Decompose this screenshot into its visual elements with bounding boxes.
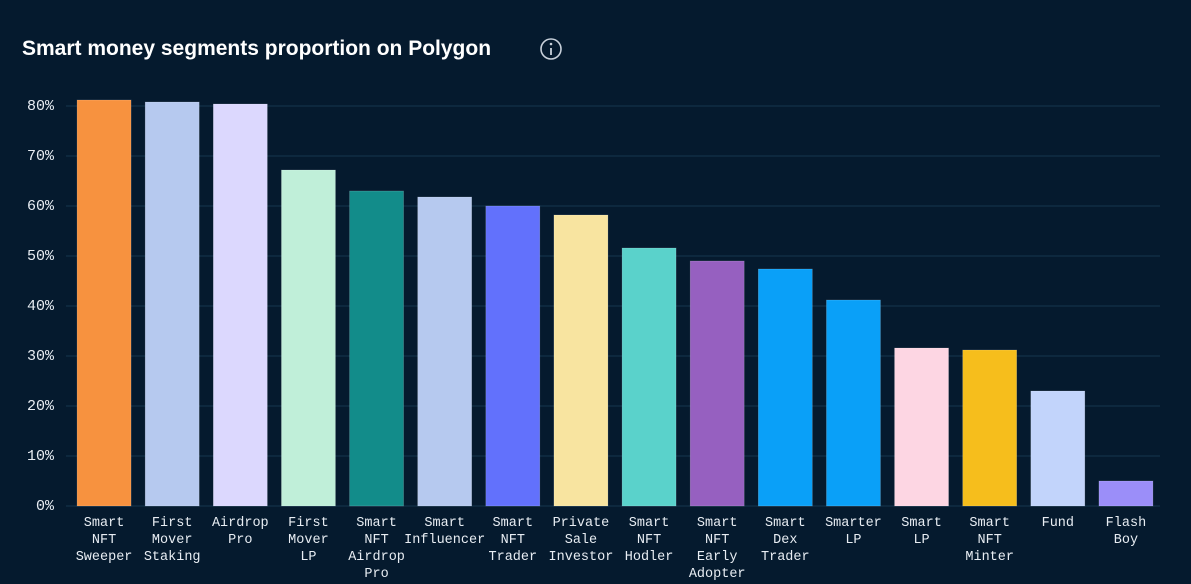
x-tick-label: Smart NFT Airdrop Pro [348, 516, 405, 582]
bar [485, 205, 541, 507]
bar [281, 169, 336, 507]
x-tick-label: First Mover LP [288, 516, 329, 565]
y-tick-label: 80% [27, 98, 55, 115]
x-tick-label: Smart Influencer [404, 516, 485, 548]
y-tick-label: 70% [27, 148, 55, 165]
x-tick-label: Flash Boy [1106, 516, 1147, 548]
x-tick-label: Fund [1042, 516, 1074, 531]
y-tick-label: 0% [36, 498, 55, 515]
x-tick-label: Smarter LP [825, 516, 882, 548]
x-tick-label: Smart Dex Trader [761, 516, 810, 565]
bar [758, 268, 813, 507]
bar [144, 101, 200, 507]
x-tick-label: Airdrop Pro [212, 516, 269, 548]
chart-title: Smart money segments proportion on Polyg… [22, 37, 491, 60]
y-tick-label: 20% [27, 398, 55, 415]
bar [553, 214, 609, 507]
bar [826, 299, 881, 507]
bar [213, 103, 268, 507]
bar [349, 190, 404, 507]
bar [962, 349, 1017, 507]
y-tick-label: 60% [27, 198, 55, 215]
x-tick-label: Smart NFT Minter [965, 516, 1014, 565]
bar [1098, 480, 1154, 507]
x-tick-label: Smart NFT Early Adopter [689, 516, 746, 582]
bar [1030, 390, 1086, 507]
x-tick-label: Private Sale Investor [549, 516, 614, 565]
bar [689, 260, 745, 507]
bar [417, 196, 472, 507]
y-tick-label: 40% [27, 298, 55, 315]
x-tick-label: Smart NFT Trader [489, 516, 538, 565]
y-tick-label: 30% [27, 348, 55, 365]
info-icon[interactable] [540, 38, 562, 60]
bar [621, 247, 677, 507]
x-tick-label: First Mover Staking [144, 516, 201, 565]
y-tick-label: 10% [27, 448, 55, 465]
x-tick-label: Smart NFT Sweeper [76, 516, 133, 565]
bar [76, 99, 132, 507]
x-tick-label: Smart LP [901, 516, 942, 548]
bar [894, 347, 949, 507]
x-tick-label: Smart NFT Hodler [625, 516, 674, 565]
y-tick-label: 50% [27, 248, 55, 265]
